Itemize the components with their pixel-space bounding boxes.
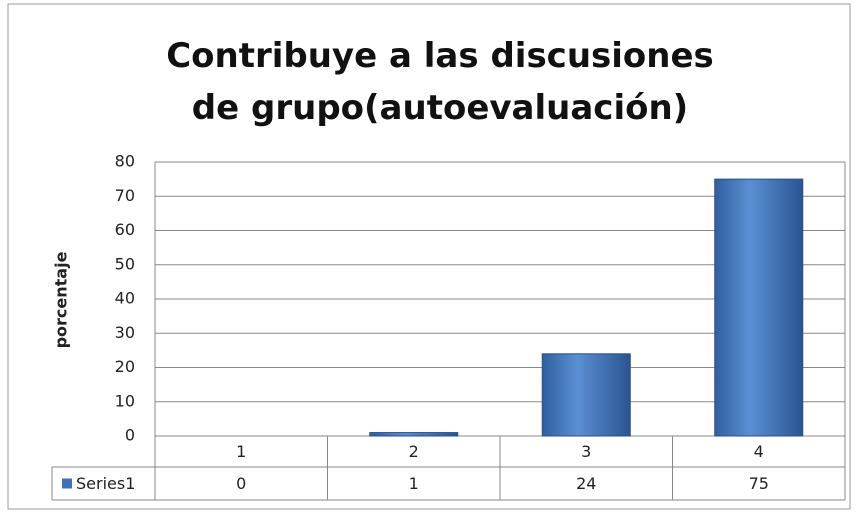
y-tick-label: 10 [115,391,135,410]
table-value: 24 [576,474,596,493]
table-value: 75 [749,474,769,493]
y-tick-label: 0 [125,426,135,445]
table-value: 0 [236,474,246,493]
table-value: 1 [409,474,419,493]
y-tick-label: 20 [115,357,135,376]
bar [369,432,459,437]
bar [714,178,804,437]
y-tick-label: 40 [115,289,135,308]
y-tick-label: 60 [115,220,135,239]
y-tick-label: 50 [115,254,135,273]
y-tick-label: 70 [115,186,135,205]
legend-swatch [62,478,72,489]
legend-label: Series1 [76,474,135,493]
y-tick-label: 80 [115,152,135,171]
chart-border [7,3,851,510]
category-label: 4 [754,442,764,461]
category-label: 3 [581,442,591,461]
y-axis-label: porcentaje [52,251,71,348]
category-label: 1 [236,442,246,461]
bar [541,353,631,437]
y-tick-label: 30 [115,323,135,342]
chart-title: Contribuye a las discusiones de grupo(au… [166,36,714,128]
category-label: 2 [409,442,419,461]
